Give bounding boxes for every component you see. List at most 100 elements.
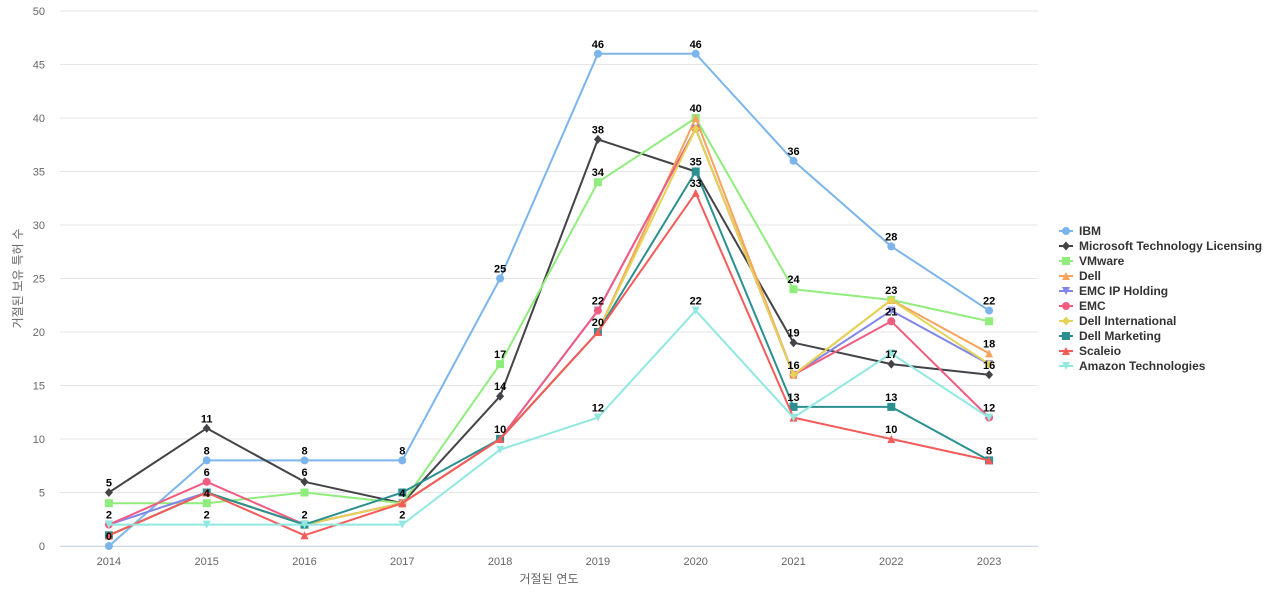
data-label: 13 — [787, 392, 799, 404]
series-group — [104, 49, 994, 550]
data-label: 17 — [885, 349, 897, 361]
series-emc-ip-holding — [104, 124, 994, 529]
legend-marker — [1062, 272, 1070, 280]
legend-label: IBM — [1079, 224, 1101, 238]
x-tick-label: 2021 — [781, 556, 805, 568]
x-tick-label: 2017 — [390, 556, 414, 568]
data-point-emc — [202, 477, 211, 486]
legend-item-emc[interactable]: EMC — [1059, 299, 1106, 313]
data-label: 6 — [301, 467, 307, 479]
y-tick-label: 0 — [39, 541, 45, 553]
data-label: 40 — [690, 103, 702, 115]
series-dell — [104, 114, 994, 540]
legend-marker — [1062, 302, 1070, 310]
legend-item-dell-marketing[interactable]: Dell Marketing — [1059, 329, 1161, 343]
legend-label: Scaleio — [1079, 344, 1121, 358]
data-label: 33 — [690, 178, 702, 190]
data-point-dell-international — [691, 124, 700, 134]
legend-label: Amazon Technologies — [1079, 359, 1206, 373]
data-point-ibm — [496, 274, 505, 283]
y-tick-label: 45 — [33, 60, 45, 72]
data-point-scaleio — [202, 488, 211, 497]
data-point-dell-international — [985, 359, 994, 369]
data-label: 6 — [204, 467, 210, 479]
data-label: 8 — [204, 445, 210, 457]
y-tick-label: 35 — [33, 167, 45, 179]
data-label: 11 — [201, 413, 213, 425]
data-label: 16 — [787, 360, 799, 372]
data-point-dell-marketing — [398, 488, 407, 497]
data-label: 12 — [592, 403, 604, 415]
data-point-vmware — [300, 488, 309, 497]
series-line-vmware — [108, 117, 990, 505]
data-point-dell-international — [789, 370, 798, 380]
data-label: 10 — [494, 424, 506, 436]
data-point-amazon-technologies — [985, 413, 994, 422]
data-point-amazon-technologies — [104, 520, 113, 529]
data-point-vmware — [593, 178, 602, 187]
data-point-microsoft-technology-licensing — [300, 477, 309, 487]
series-amazon-technologies — [104, 306, 994, 529]
data-point-scaleio — [985, 456, 994, 465]
legend-item-emc-ip-holding[interactable]: EMC IP Holding — [1059, 284, 1168, 298]
data-point-emc-ip-holding — [887, 306, 896, 315]
data-point-dell — [691, 114, 700, 122]
y-tick-label: 25 — [33, 274, 45, 286]
y-tick-label: 15 — [33, 381, 45, 393]
legend-marker — [1062, 362, 1070, 370]
legend-marker — [1062, 227, 1070, 235]
data-label: 8 — [986, 445, 992, 457]
legend-item-vmware[interactable]: VMware — [1059, 254, 1125, 268]
x-tick-label: 2015 — [194, 556, 218, 568]
data-point-amazon-technologies — [593, 413, 602, 422]
data-point-microsoft-technology-licensing — [593, 134, 602, 144]
series-microsoft-technology-licensing — [104, 134, 994, 508]
data-point-scaleio — [300, 531, 309, 540]
data-point-ibm — [789, 156, 798, 165]
data-point-microsoft-technology-licensing — [985, 370, 994, 380]
series-line-amazon-technologies — [108, 309, 990, 526]
x-tick-label: 2022 — [879, 556, 903, 568]
data-label: 16 — [983, 360, 995, 372]
y-tick-label: 40 — [33, 113, 45, 125]
series-line-emc — [108, 127, 990, 526]
data-point-microsoft-technology-licensing — [887, 359, 896, 369]
data-label: 8 — [301, 445, 307, 457]
data-label: 35 — [690, 157, 702, 169]
data-label: 18 — [983, 338, 995, 350]
legend-item-dell[interactable]: Dell — [1059, 269, 1101, 283]
x-tick-label: 2019 — [586, 556, 610, 568]
legend-marker — [1062, 257, 1070, 265]
data-label: 0 — [106, 531, 112, 543]
legend-label: EMC — [1079, 299, 1106, 313]
y-tick-label: 50 — [33, 6, 45, 18]
data-label: 17 — [494, 349, 506, 361]
data-label: 2 — [399, 510, 405, 522]
data-label: 22 — [983, 296, 995, 308]
legend-label: Microsoft Technology Licensing — [1079, 239, 1262, 253]
series-vmware — [104, 114, 994, 508]
legend-item-ibm[interactable]: IBM — [1059, 224, 1101, 238]
data-point-amazon-technologies — [300, 520, 309, 529]
data-label: 28 — [885, 231, 897, 243]
data-point-vmware — [496, 360, 505, 369]
data-label: 4 — [399, 488, 406, 500]
legend-label: Dell Marketing — [1079, 329, 1161, 343]
data-point-amazon-technologies — [496, 445, 505, 454]
legend-item-amazon-technologies[interactable]: Amazon Technologies — [1059, 359, 1206, 373]
x-axis-title: 거절된 연도 — [519, 572, 578, 586]
legend-item-dell-international[interactable]: Dell International — [1059, 314, 1176, 328]
data-point-ibm — [887, 242, 896, 251]
legend-item-microsoft-technology-licensing[interactable]: Microsoft Technology Licensing — [1059, 239, 1262, 253]
legend-item-scaleio[interactable]: Scaleio — [1059, 344, 1121, 358]
y-tick-label: 10 — [33, 434, 45, 446]
data-point-ibm — [691, 49, 700, 58]
x-tick-label: 2014 — [97, 556, 121, 568]
data-point-ibm — [398, 456, 407, 465]
data-label: 22 — [592, 296, 604, 308]
legend-marker — [1062, 316, 1070, 326]
data-point-vmware — [789, 285, 798, 294]
data-label: 36 — [787, 146, 799, 158]
